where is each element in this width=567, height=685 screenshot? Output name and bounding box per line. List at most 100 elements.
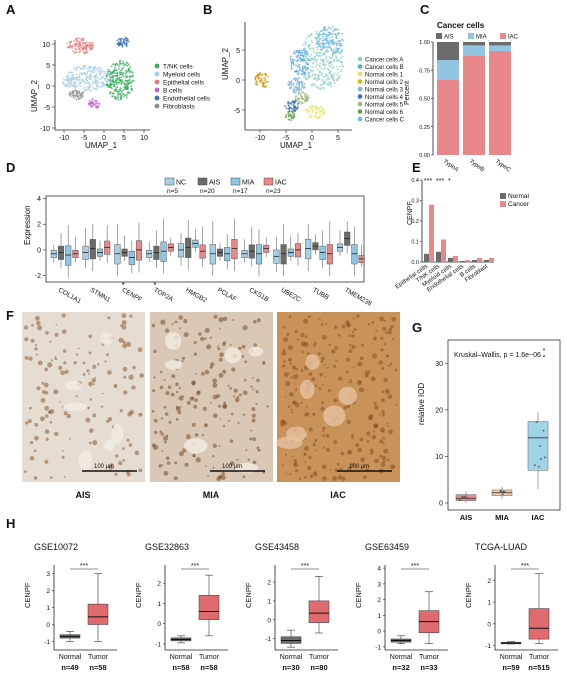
chart-h-ytick-label: 0: [377, 629, 381, 636]
ihc-nucleus: [193, 340, 197, 345]
ihc-nucleus: [340, 451, 345, 456]
umap-b-point: [300, 95, 303, 98]
ihc-nucleus: [262, 471, 266, 474]
umap-b-point: [332, 77, 334, 80]
legend-d-swatch: [164, 177, 175, 186]
umap-b-point: [313, 37, 316, 39]
ihc-nucleus: [320, 406, 325, 412]
umap-b-point: [289, 57, 292, 59]
ihc-nucleus: [321, 356, 325, 361]
ihc-nucleus: [164, 440, 167, 444]
umap-b-point: [329, 45, 331, 47]
umap-b-point: [313, 56, 316, 58]
ihc-nucleus: [34, 435, 39, 441]
chart-c-title: Cancer cells: [437, 21, 485, 30]
umap-a-point: [116, 39, 118, 42]
ihc-nucleus: [171, 323, 174, 326]
ihc-nucleus: [373, 336, 377, 341]
umap-a-point: [80, 93, 83, 95]
chart-g-point: [542, 429, 545, 432]
umap-a-point: [69, 71, 72, 74]
chart-c-ytick-label: 0.50: [419, 97, 430, 103]
umap-b-point: [319, 30, 322, 33]
ihc-nucleus: [300, 341, 306, 347]
umap-a-point: [120, 94, 123, 96]
ihc-nucleus: [194, 372, 197, 375]
ihc-nucleus: [221, 471, 225, 476]
umap-b-point: [340, 61, 342, 64]
ihc-nucleus: [245, 449, 248, 452]
umap-b-point: [330, 85, 332, 88]
ihc-nucleus: [92, 440, 98, 446]
ihc-nucleus: [232, 319, 235, 321]
umap-b-point: [288, 83, 291, 86]
ihc-nucleus: [293, 462, 298, 468]
chart-h-ytick-label: 4: [377, 566, 381, 573]
chart-d-box: [351, 244, 358, 265]
ihc-lumen: [63, 402, 87, 412]
ihc-nucleus: [306, 352, 310, 355]
ihc-nucleus: [250, 429, 253, 432]
umap-b-point: [287, 83, 289, 86]
umap-b-point: [290, 87, 292, 89]
umap-b-point: [327, 72, 330, 75]
umap-a-point: [115, 74, 118, 77]
ihc-nucleus: [29, 456, 35, 461]
chart-h-box: [198, 595, 220, 620]
chart-d-box: [231, 239, 238, 260]
chart-h-sig-label: ***: [411, 563, 419, 570]
ihc-nucleus: [343, 406, 347, 410]
ihc-lumen: [164, 360, 183, 370]
ihc-nucleus: [300, 401, 303, 405]
ihc-nucleus: [294, 388, 298, 392]
umap-a-point: [104, 72, 107, 75]
umap-b-point: [306, 51, 309, 54]
umap-b-point: [286, 101, 289, 104]
umap-a-point: [122, 38, 125, 41]
umap-b-point: [304, 109, 307, 112]
umap-a-point: [119, 40, 122, 42]
chart-c-bar-segment: [489, 42, 511, 46]
ihc-nucleus: [349, 343, 352, 347]
chart-e-bar: [489, 257, 494, 262]
umap-b-point: [309, 75, 312, 78]
ihc-nucleus: [253, 343, 257, 347]
ihc-nucleus: [388, 364, 391, 367]
umap-a-point: [74, 48, 77, 51]
umap-a-point: [121, 62, 124, 65]
ihc-nucleus: [284, 396, 287, 398]
umap-b-point: [301, 85, 304, 88]
ihc-nucleus: [54, 431, 59, 437]
umap-b-point: [294, 91, 297, 94]
ihc-nucleus: [88, 334, 92, 339]
umap-b-point: [287, 111, 290, 113]
ihc-nucleus: [86, 369, 90, 373]
ihc-nucleus: [315, 449, 317, 452]
ihc-nucleus: [381, 455, 387, 461]
umap-a-point: [89, 89, 91, 92]
ihc-nucleus: [54, 357, 58, 361]
umap-b-point: [338, 40, 341, 43]
ihc-nucleus: [380, 348, 384, 352]
legend-d-swatch: [263, 177, 274, 186]
ihc-nucleus: [54, 332, 59, 337]
umap-b-point: [288, 115, 291, 118]
ihc-nucleus: [175, 382, 179, 387]
ihc-nucleus: [229, 461, 235, 466]
umap-a-point: [82, 72, 84, 74]
umap-a-point: [94, 87, 97, 90]
chart-h-ytick-label: 0: [157, 621, 161, 628]
ihc-nucleus: [87, 406, 90, 410]
umap-b-point: [335, 46, 338, 49]
ihc-nucleus: [174, 320, 178, 324]
ihc-nucleus: [24, 470, 27, 473]
umap-a-point: [62, 83, 65, 86]
umap-a-point: [74, 45, 77, 48]
umap-a-point: [103, 83, 105, 85]
ihc-nucleus: [92, 413, 97, 418]
ihc-lumen: [338, 386, 358, 405]
umap-a-point: [91, 105, 94, 107]
umap-a-point: [79, 94, 82, 97]
